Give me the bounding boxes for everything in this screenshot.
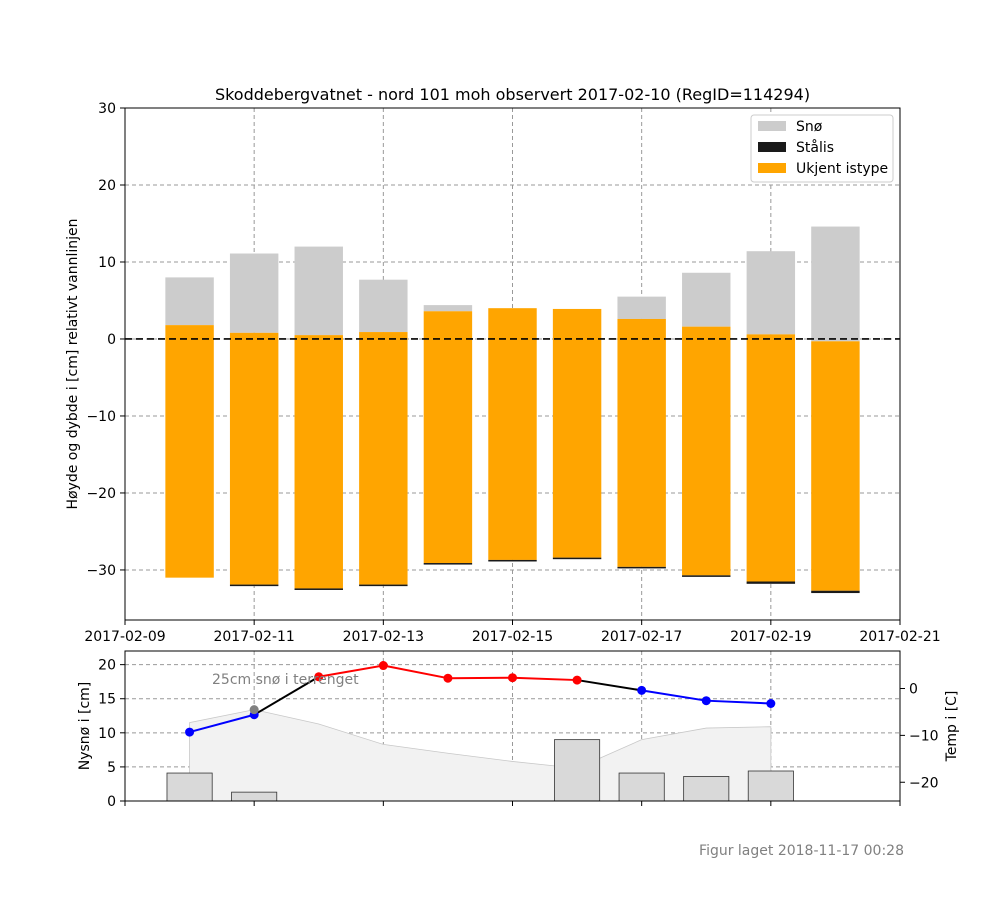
black-ice-bar-7 [617, 566, 666, 569]
ice-bar-6 [552, 308, 602, 558]
ticks-top: 30 20 10 0 −10 −20 −30 2017-02-09 2017-02-11 2017… [84, 101, 940, 645]
x-tick-label-3: 2017-02-15 [472, 629, 553, 645]
snow-bar-8 [682, 272, 731, 327]
black-ice-bar-2 [294, 588, 343, 590]
temperature-points [185, 661, 776, 737]
snow-bar-1 [229, 253, 279, 333]
snow-bar-9 [746, 251, 796, 335]
x-tick-label-5: 2017-02-19 [730, 629, 811, 645]
left-tick-label-3: 15 [98, 692, 116, 708]
chart-title: Skoddebergvatnet - nord 101 moh observer… [215, 85, 810, 104]
x-tick-label-4: 2017-02-17 [601, 629, 682, 645]
legend-label-snow: Snø [796, 119, 823, 135]
snow-temperature-chart: 25cm snø i terrenget 0 5 10 15 20 0 −10 −20 Nys… [77, 650, 960, 810]
new-snow-bar-4 [683, 776, 730, 802]
ice-bar-10 [811, 341, 860, 591]
temperature-point-7 [637, 685, 647, 695]
black-ice-bar-6 [552, 557, 602, 560]
x-tick-label-6: 2017-02-21 [859, 629, 940, 645]
new-snow-bar-1 [231, 791, 278, 802]
ice-bar-5 [488, 308, 537, 560]
temperature-segment-5 [512, 676, 578, 682]
ice-bar-4 [423, 311, 473, 564]
legend-label-black-ice: Stålis [796, 139, 834, 156]
ice-bar-3 [359, 332, 408, 585]
y-tick-label-4: −10 [86, 409, 116, 425]
temperature-point-8 [701, 696, 711, 706]
temperature-segment-3 [383, 664, 449, 680]
ice-bar-9 [746, 334, 796, 582]
black-ice-bar-4 [423, 563, 473, 565]
temperature-line [189, 664, 771, 734]
y-axis-label-left: Nysnø i [cm] [77, 682, 93, 771]
black-ice-bar-8 [682, 575, 731, 577]
snow-bar-3 [359, 279, 408, 333]
temperature-point-0 [185, 727, 195, 737]
y-axis-label: Høyde og dybde i [cm] relativt vannlinje… [65, 218, 81, 509]
new-snow-bar-3 [618, 772, 665, 802]
new-snow-bar-0 [166, 772, 213, 802]
right-tick-label-0: 0 [909, 682, 918, 698]
temperature-point-3 [378, 661, 388, 671]
ice-bar-0 [165, 325, 214, 578]
y-tick-label-5: −20 [86, 486, 116, 502]
y-tick-label-3: 0 [107, 332, 116, 348]
ice-bar-8 [682, 326, 731, 576]
temperature-segment-0 [189, 713, 255, 734]
temperature-segment-1 [253, 675, 320, 716]
new-snow-bars [166, 739, 794, 802]
left-tick-label-2: 10 [98, 726, 116, 742]
black-ice-bar-9 [746, 581, 796, 584]
ice-profile-chart: 30 20 10 0 −10 −20 −30 2017-02-09 2017-02-11 2017… [65, 85, 941, 645]
legend-box [750, 114, 894, 183]
left-tick-label-4: 20 [98, 658, 116, 674]
bars-top [165, 226, 860, 594]
black-ice-bar-10 [811, 590, 860, 594]
temperature-segment-8 [706, 699, 771, 705]
snow-bar-4 [423, 305, 473, 312]
new-snow-bar-2 [554, 739, 601, 802]
temperature-segment-6 [576, 679, 642, 692]
temperature-segment-2 [318, 664, 384, 678]
terrain-snow-marker [249, 705, 259, 715]
temperature-point-9 [766, 699, 776, 708]
snow-bar-7 [617, 296, 666, 319]
y-tick-label-2: 10 [98, 255, 116, 271]
temperature-point-6 [572, 675, 582, 685]
snow-bar-0 [165, 277, 214, 326]
right-tick-label-1: −10 [909, 728, 939, 744]
y-tick-label-1: 20 [98, 178, 116, 194]
left-tick-label-1: 5 [107, 760, 116, 776]
temperature-point-2 [314, 672, 324, 682]
x-tick-label-1: 2017-02-11 [213, 629, 294, 645]
y-tick-label-0: 30 [98, 101, 116, 117]
ice-bar-1 [229, 332, 279, 585]
black-ice-bar-1 [229, 584, 279, 587]
ice-bar-2 [294, 335, 343, 589]
ticks-bottom: 0 5 10 15 20 0 −10 −20 [98, 658, 938, 810]
legend-label-unknown-ice: Ukjent istype [796, 161, 888, 177]
black-ice-bar-5 [488, 559, 537, 562]
temperature-point-5 [508, 673, 517, 683]
legend: Snø Stålis Ukjent istype [750, 114, 894, 183]
footer-timestamp: Figur laget 2018-11-17 00:28 [699, 843, 904, 859]
legend-swatch-snow [758, 121, 786, 131]
right-tick-label-2: −20 [909, 775, 939, 791]
terrain-snow-annotation: 25cm snø i terrenget [212, 672, 359, 688]
left-tick-label-0: 0 [107, 794, 116, 810]
temperature-point-4 [443, 673, 453, 683]
new-snow-bar-5 [747, 770, 794, 802]
ice-bar-7 [617, 318, 666, 567]
x-tick-label-0: 2017-02-09 [84, 629, 165, 645]
legend-swatch-black-ice [758, 142, 786, 152]
y-tick-label-6: −30 [86, 563, 116, 579]
snow-bar-2 [294, 246, 343, 336]
snow-bar-10 [811, 226, 860, 342]
temperature-segment-7 [641, 689, 707, 702]
legend-swatch-unknown-ice [758, 163, 786, 173]
x-tick-label-2: 2017-02-13 [343, 629, 424, 645]
black-ice-bar-3 [359, 584, 408, 587]
y-axis-label-right: Temp i [C] [944, 691, 960, 763]
